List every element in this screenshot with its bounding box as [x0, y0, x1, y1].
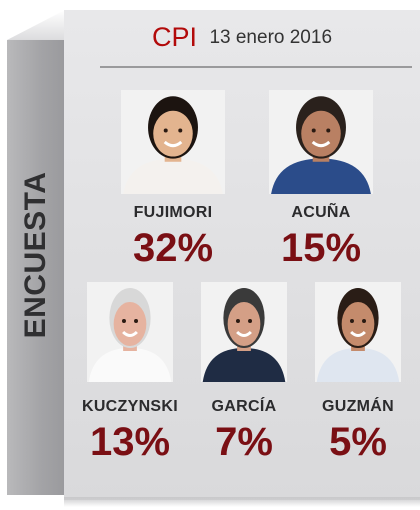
candidate-card: FUJIMORI 32%: [110, 90, 236, 268]
candidate-name: FUJIMORI: [133, 204, 213, 221]
header-divider: [100, 66, 412, 68]
candidate-photo: [201, 282, 287, 382]
candidate-name: GUZMÁN: [321, 398, 394, 415]
candidate-percent: 5%: [329, 420, 387, 464]
side-label: ENCUESTA: [19, 171, 52, 339]
candidate-photo: [121, 90, 225, 194]
pollster-name: CPI: [151, 22, 197, 52]
candidate-percent: 15%: [280, 226, 362, 270]
portrait-guzman-icon: [315, 282, 401, 382]
candidate-card: ACUÑA 15%: [258, 90, 384, 268]
portrait-garcia-icon: [201, 282, 287, 382]
candidate-card: GUZMÁN 5%: [304, 282, 412, 462]
candidate-percent: 7%: [215, 420, 273, 464]
panel-side: [7, 40, 65, 495]
poll-header: CPI 13 enero 2016: [64, 22, 420, 56]
candidate-card: KUCZYNSKI 13%: [76, 282, 184, 462]
candidate-name: KUCZYNSKI: [81, 398, 179, 415]
candidate-photo: [315, 282, 401, 382]
portrait-fujimori-icon: [121, 90, 225, 194]
candidate-percent: 32%: [132, 226, 214, 270]
poll-date: 13 enero 2016: [209, 26, 333, 48]
panel-shadow: [64, 497, 420, 507]
candidate-photo: [87, 282, 173, 382]
panel-side-bevel: [7, 10, 65, 40]
candidate-name: ACUÑA: [291, 204, 351, 221]
candidate-card: GARCÍA 7%: [190, 282, 298, 462]
candidate-percent: 13%: [89, 420, 171, 464]
portrait-kuczynski-icon: [87, 282, 173, 382]
candidate-photo: [269, 90, 373, 194]
candidate-name: GARCÍA: [211, 398, 277, 415]
portrait-acuna-icon: [269, 90, 373, 194]
